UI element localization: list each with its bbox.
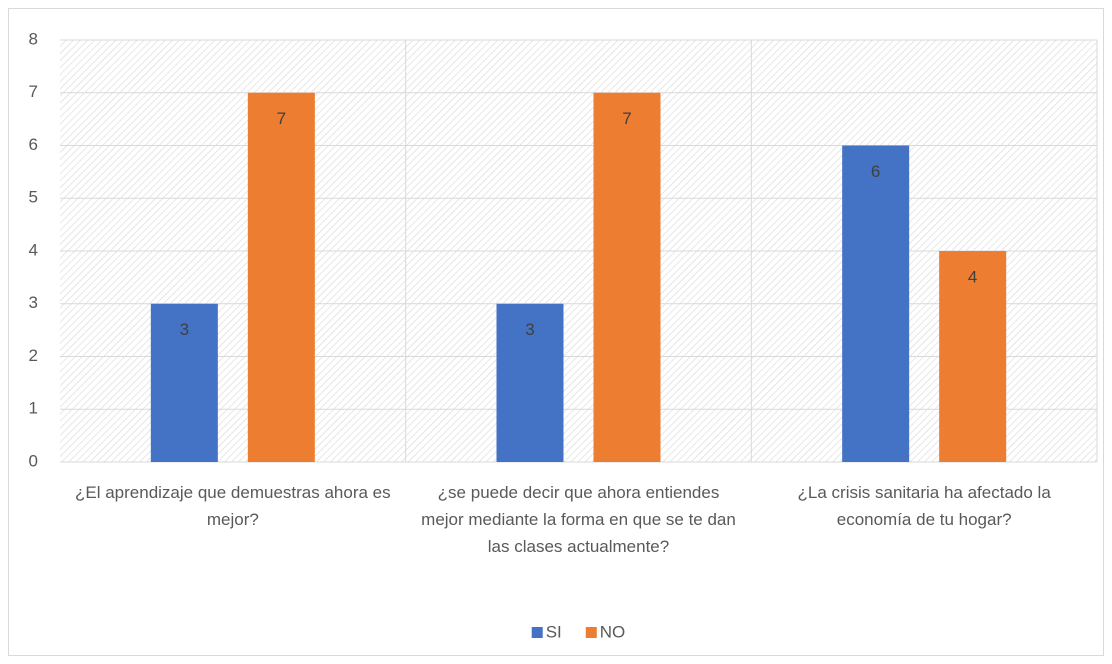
legend-label: SI bbox=[546, 622, 562, 641]
legend-label: NO bbox=[600, 622, 626, 641]
legend-swatch bbox=[531, 627, 543, 638]
x-tick-label-line: las clases actualmente? bbox=[488, 537, 669, 556]
data-label: 4 bbox=[968, 267, 977, 286]
bar bbox=[842, 145, 910, 462]
data-label: 3 bbox=[180, 320, 189, 339]
data-label: 7 bbox=[622, 109, 631, 128]
y-tick-label: 0 bbox=[29, 451, 38, 470]
x-tick-label-line: economía de tu hogar? bbox=[837, 510, 1012, 529]
bar bbox=[150, 303, 218, 462]
x-tick-label-line: mejor mediante la forma en que se te dan bbox=[421, 510, 736, 529]
y-tick-label: 4 bbox=[29, 240, 38, 259]
x-tick-label-line: ¿se puede decir que ahora entiendes bbox=[438, 483, 720, 502]
legend-swatch bbox=[585, 627, 597, 638]
y-tick-label: 5 bbox=[29, 188, 38, 207]
x-tick-label-line: mejor? bbox=[207, 510, 259, 529]
y-tick-label: 7 bbox=[29, 82, 38, 101]
y-tick-label: 8 bbox=[29, 29, 38, 48]
x-tick-label: ¿La crisis sanitaria ha afectado la econo… bbox=[798, 483, 1052, 529]
data-label: 3 bbox=[525, 320, 534, 339]
legend: SI NO bbox=[531, 622, 626, 641]
x-tick-label: ¿El aprendizaje que demuestras ahora es m… bbox=[75, 483, 391, 529]
y-tick-label: 6 bbox=[29, 135, 38, 154]
y-tick-label: 1 bbox=[29, 399, 38, 418]
bar bbox=[939, 251, 1007, 462]
bar bbox=[593, 92, 661, 462]
x-tick-label-line: ¿La crisis sanitaria ha afectado la bbox=[798, 483, 1052, 502]
y-tick-label: 3 bbox=[29, 293, 38, 312]
y-tick-label: 2 bbox=[29, 346, 38, 365]
bar bbox=[247, 92, 315, 462]
bar bbox=[496, 303, 564, 462]
data-label: 6 bbox=[871, 162, 880, 181]
x-tick-label-line: ¿El aprendizaje que demuestras ahora es bbox=[75, 483, 391, 502]
data-label: 7 bbox=[277, 109, 286, 128]
x-tick-label: ¿se puede decir que ahora entiendes mejor… bbox=[421, 483, 736, 556]
